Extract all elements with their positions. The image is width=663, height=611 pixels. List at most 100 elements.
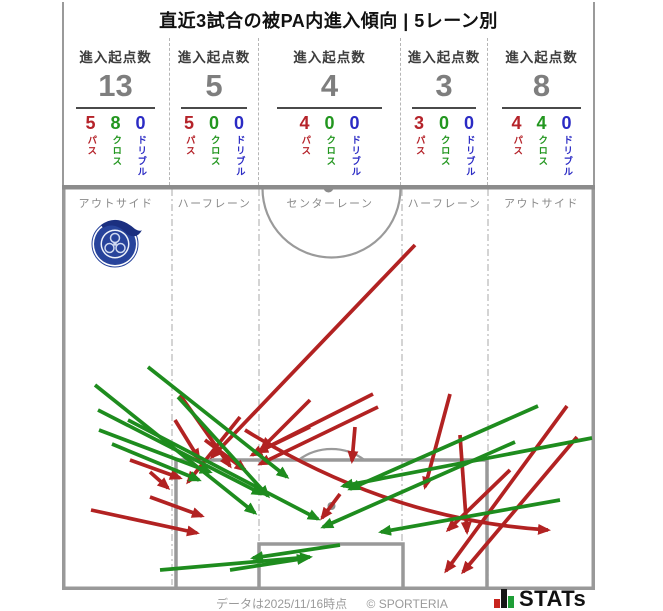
cross-count: 0 [324,112,335,133]
pass-count: 4 [511,112,522,133]
entry-arrow-pass [209,243,417,460]
entry-origin-count: 8 [532,68,551,103]
stats-logo: STATs [494,585,587,611]
entry-arrow-cross [340,436,593,490]
stat-column: 進入起点数 5 5 パス 0 クロス 0 ドリブル [170,38,259,185]
entry-arrow-pass [444,404,569,574]
right-border [593,2,595,185]
lane-label-layer: アウトサイド ハーフレーン センターレーン ハーフレーン アウトサイド [79,197,579,210]
pass-label: パス [183,135,195,157]
stat-underline [501,106,582,109]
entry-arrow-cross [127,418,321,521]
goal-area [257,542,405,590]
stat-column: 進入起点数 4 4 パス 0 クロス 0 ドリブル [259,38,401,185]
stat-breakdown: 3 パス 0 クロス 0 ドリブル [401,112,487,178]
entry-arrow-pass [90,508,200,537]
dribble-count: 0 [463,112,474,133]
dribble-count: 0 [349,112,360,133]
cross-count: 8 [110,112,121,133]
pass-count: 5 [183,112,194,133]
entry-arrow-cross [98,428,213,474]
pass-stat: 4 パス [295,112,315,178]
entry-origin-count: 3 [435,68,453,103]
cross-stat: 0 クロス [434,112,454,178]
entry-origin-count: 13 [98,68,133,103]
entry-arrow-cross [146,365,290,479]
dribble-stat: 0 ドリブル [229,112,249,178]
cross-label: クロス [324,135,336,167]
dribble-label: ドリブル [349,135,361,178]
stat-breakdown: 4 パス 4 クロス 0 ドリブル [488,112,595,178]
cross-stat: 4 クロス [532,113,552,178]
entry-origin-count: 5 [205,68,223,103]
dribble-stat: 0 ドリブル [345,112,365,178]
cross-label: クロス [208,135,220,167]
dribble-label: ドリブル [561,135,573,178]
dribble-label: ドリブル [135,135,147,178]
entry-arrow-pass [320,492,342,521]
stat-underline [277,106,382,109]
entry-arrow-cross [111,442,202,482]
entry-arrow-cross [159,552,313,572]
entry-arrow-cross [378,498,561,536]
pass-stat: 4 パス [507,112,527,178]
dribble-label: ドリブル [233,135,245,178]
logo-text: STATs [519,585,587,611]
entry-origin-label: 進入起点数 [177,50,251,65]
entry-arrow-pass [347,426,359,464]
entry-origin-label: 進入起点数 [407,50,481,65]
pass-label: パス [413,135,425,157]
entry-arrow-cross [229,554,310,572]
pass-count: 4 [299,112,310,133]
arrow-layer [90,243,593,575]
cross-stat: 0 クロス [204,113,224,178]
cross-stat: 8 クロス [106,112,126,178]
center-circle [261,188,402,259]
stats-board: 直近3試合の被PA内進入傾向 | 5レーン別 進入起点数 13 5 パス 8 クロス 0 ドリ… [62,2,595,590]
lane-label: アウトサイド [504,197,579,210]
stat-column: 進入起点数 13 5 パス 8 クロス 0 ドリブル [62,38,170,185]
stats-row: 進入起点数 13 5 パス 8 クロス 0 ドリブル 進入起点数 5 5 パス 0 クロス 0 ドリブル 進入起… [62,38,595,185]
stat-column: 進入起点数 8 4 パス 4 クロス 0 ドリブル [488,38,595,185]
cross-label: クロス [536,135,548,167]
stat-underline [75,106,156,109]
cross-count: 0 [438,112,449,133]
entry-arrow-pass [129,458,183,480]
cross-stat: 0 クロス [320,112,340,178]
dribble-stat: 0 ドリブル [459,112,479,178]
stat-underline [181,106,247,109]
bar-chart-icon [494,589,514,608]
entry-arrow-pass [148,470,171,490]
entry-arrow-pass [422,393,452,490]
entry-arrow-cross [97,408,265,496]
left-border [62,2,64,185]
entry-arrow-pass [257,405,379,466]
entry-arrow-cross [176,395,271,499]
page-title: 直近3試合の被PA内進入傾向 | 5レーン別 [159,11,498,31]
dribble-label: ドリブル [463,135,475,178]
dribble-count: 0 [561,112,572,133]
pass-stat: 3 パス [409,112,429,178]
penalty-area [174,458,489,590]
cross-label: クロス [110,135,122,167]
stat-breakdown: 5 パス 8 クロス 0 ドリブル [62,112,169,178]
lane-label: ハーフレーン [178,198,252,210]
entry-arrow-pass [149,495,205,518]
dribble-count: 0 [233,112,244,133]
cross-label: クロス [438,135,450,167]
entry-arrow-pass [173,419,201,462]
entry-arrow-pass [461,435,579,575]
center-mark [323,185,334,193]
pass-label: パス [85,135,97,157]
stat-column: 進入起点数 3 3 パス 0 クロス 0 ドリブル [401,38,488,185]
data-note: データは2025/11/16時点 [216,597,348,611]
entry-origin-count: 4 [320,68,339,103]
footer: データは2025/11/16時点 © SPORTERIA [216,595,448,611]
pass-count: 3 [413,112,424,133]
pass-label: パス [299,135,311,157]
emblem-swoosh-icon [101,219,142,237]
copyright: © SPORTERIA [366,597,448,611]
entry-origin-label: 進入起点数 [293,50,366,65]
entry-arrow-pass [255,425,311,454]
